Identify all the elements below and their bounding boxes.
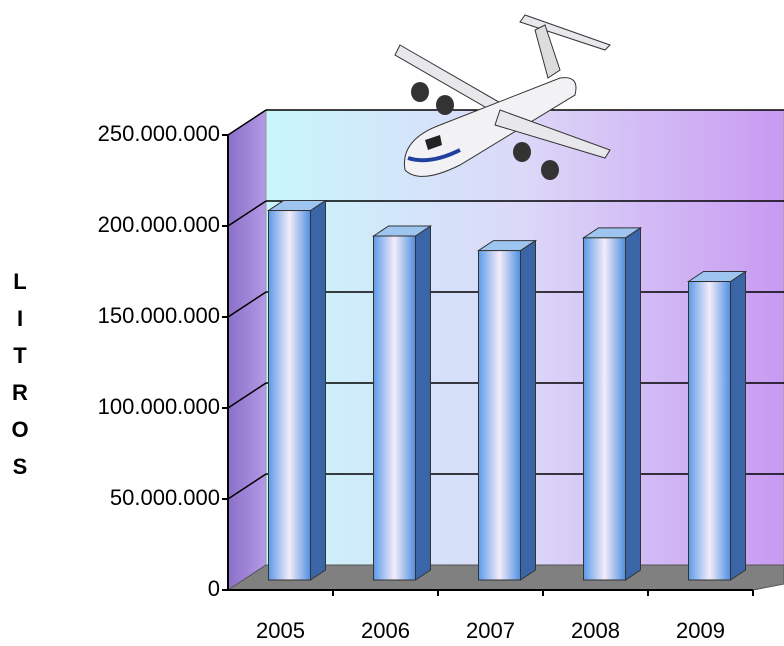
y-tick-label: 200.000.000 [98,212,220,237]
bar [478,250,521,581]
x-tick-label: 2009 [676,618,725,643]
y-tick-label: 0 [208,576,220,601]
x-tick-label: 2005 [256,618,305,643]
grid-line [227,291,267,318]
bar-side [625,226,641,581]
x-tick-label: 2006 [361,618,410,643]
bar [583,237,626,581]
side-wall [227,109,267,591]
y-tick-label: 50.000.000 [110,485,220,510]
y-tick-label: 100.000.000 [98,394,220,419]
airplane-illustration [394,14,611,180]
x-tick-label: 2008 [571,618,620,643]
bar [373,235,416,581]
bar-side [310,199,326,581]
bar-side [520,239,536,581]
y-tick-label: 250.000.000 [98,121,220,146]
grid-line [227,382,267,409]
y-tick-label: 150.000.000 [98,303,220,328]
x-tick-label: 2007 [466,618,515,643]
grid-line [227,473,267,500]
bar [688,281,731,581]
grid-line [227,109,267,136]
grid-line [227,200,267,227]
bar [268,210,311,581]
bar-side [415,225,431,581]
bar-side [730,270,746,581]
